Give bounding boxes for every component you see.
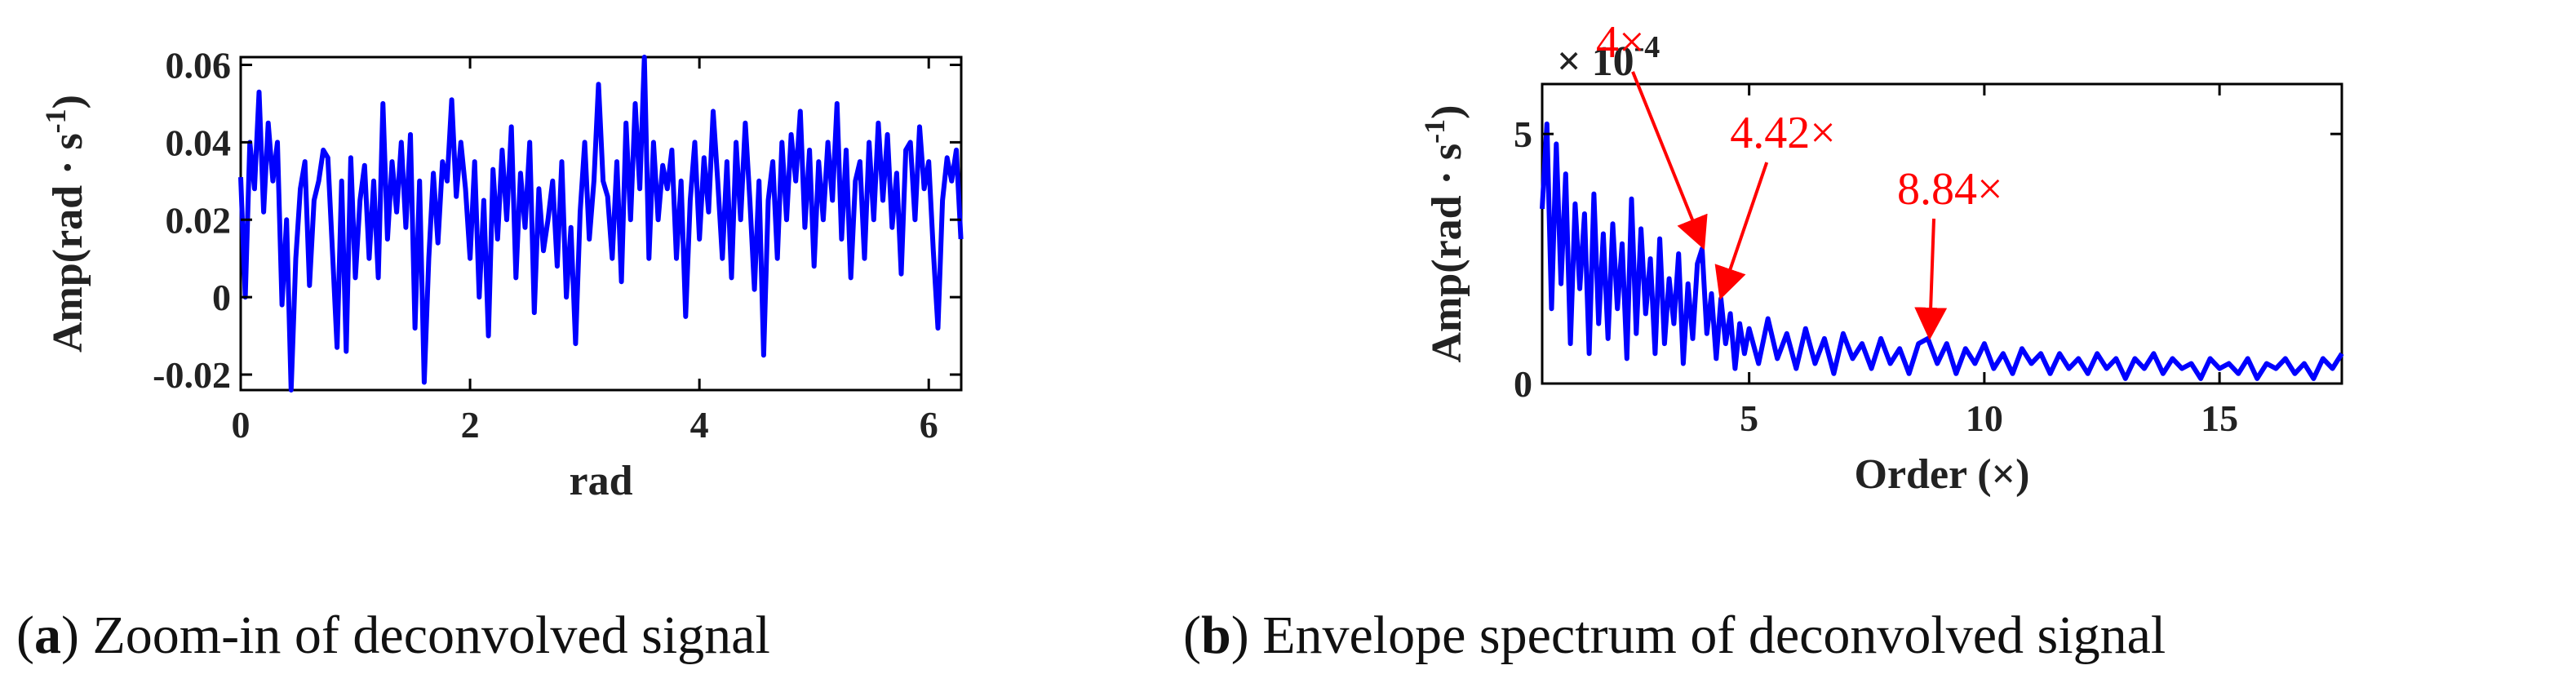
panel-b-xtick-label: 5 xyxy=(1740,397,1758,439)
caption-b-label: b xyxy=(1201,606,1231,665)
panel-b-annotation-arrow xyxy=(1714,162,1769,300)
panel-b-axes-frame xyxy=(1541,82,2343,385)
panel-b-exponent-label: × 10-4 xyxy=(1557,30,1660,85)
panel-a-xlabel: rad xyxy=(570,458,633,504)
panel-a-xtick-label: 0 xyxy=(232,404,251,446)
panel-a-xtick-label: 6 xyxy=(920,404,938,446)
caption-b-text: Envelope spectrum of deconvolved signal xyxy=(1262,606,2166,665)
panel-a-series-line xyxy=(238,55,964,393)
panel-b-xtick-label: 10 xyxy=(1966,397,2003,439)
panel-b-ytick-label: 5 xyxy=(1514,113,1532,155)
caption-a-text: Zoom-in of deconvolved signal xyxy=(92,606,769,665)
panel-b-series-line xyxy=(1540,121,2344,381)
panel-b-xtick-label: 15 xyxy=(2201,397,2238,439)
caption-a: (a) Zoom-in of deconvolved signal xyxy=(16,606,770,665)
panel-b-annotation-arrow xyxy=(1631,71,1708,251)
panel-b-annotation-label: 4× xyxy=(1596,17,1645,68)
panel-b-annotation-label: 8.84× xyxy=(1897,164,2003,215)
caption-b: (b) Envelope spectrum of deconvolved sig… xyxy=(1183,606,2166,665)
panel-a-ytick-label: 0.06 xyxy=(166,44,232,86)
panel-a-ylabel: Amp(rad · s-1) xyxy=(39,95,91,353)
panel-b-annotation-arrow xyxy=(1914,218,1948,340)
panel-b-ylabel: Amp(rad · s-1) xyxy=(1418,104,1470,362)
panel-a-ytick-label: -0.02 xyxy=(153,354,231,396)
panel-b-annotation-label: 4.42× xyxy=(1730,108,1836,158)
panel-a-ytick-label: 0.02 xyxy=(166,199,232,241)
panel-a-xtick-label: 4 xyxy=(690,404,709,446)
caption-a-label: a xyxy=(34,606,61,665)
panel-b-ytick-label: 0 xyxy=(1514,363,1532,405)
panel-a-ytick-label: 0.04 xyxy=(166,122,232,163)
panel-b: 5 10 15 0 5 Order (×) Amp(rad · s-1) × 10-44× 4.… xyxy=(1418,17,2344,498)
panel-b-xlabel: Order (×) xyxy=(1855,451,2030,498)
panel-a-xtick-label: 2 xyxy=(461,404,480,446)
panel-a-ytick-label: 0 xyxy=(212,277,231,318)
